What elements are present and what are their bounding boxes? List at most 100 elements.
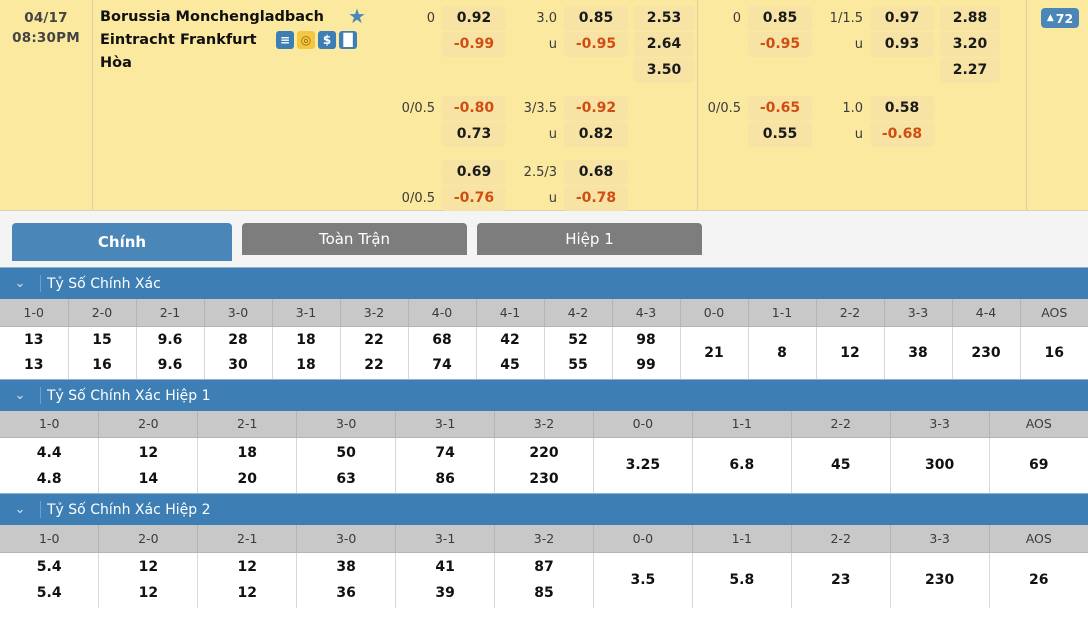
score-cell-single[interactable]: 230	[890, 552, 990, 608]
score-cell-single[interactable]: 69	[989, 437, 1088, 493]
odds-value-top: 220	[529, 444, 559, 461]
score-cell-dual[interactable]: 28 30	[204, 326, 273, 379]
section-title: Tỷ Số Chính Xác	[40, 275, 161, 292]
odds-rowset: 0.69 2.5/3 0.68 0/0.5 -0.76 u -0.78	[394, 160, 694, 211]
moneyline-odds-cell[interactable]: 2.88	[940, 6, 1000, 31]
moneyline-odds-cell[interactable]: 3.50	[634, 58, 694, 83]
handicap-odds-cell[interactable]: -0.95	[748, 32, 812, 57]
score-cell-dual[interactable]: 98 99	[612, 326, 681, 379]
overunder-odds-cell[interactable]: 0.68	[564, 160, 628, 185]
overunder-odds-cell[interactable]: 0.82	[564, 122, 628, 147]
count-badge[interactable]: ▲ 72	[1041, 8, 1079, 28]
tab-1[interactable]: Chính	[12, 223, 232, 261]
score-cell-single[interactable]: 300	[890, 437, 990, 493]
score-cell-dual[interactable]: 220 230	[494, 437, 594, 493]
score-cell-single[interactable]: 5.8	[692, 552, 792, 608]
score-cell-single[interactable]: 230	[952, 326, 1021, 379]
score-cell-dual[interactable]: 18 20	[197, 437, 298, 493]
star-icon[interactable]: ★	[348, 4, 366, 28]
coin-icon[interactable]: ◎	[297, 31, 315, 49]
score-cell-dual[interactable]: 9.6 9.6	[136, 326, 205, 379]
score-cell-single[interactable]: 12	[816, 326, 885, 379]
score-cell-single[interactable]: 8	[748, 326, 817, 379]
odds-value-bottom: 20	[237, 470, 257, 487]
score-cell-dual[interactable]: 15 16	[68, 326, 137, 379]
score-cell-dual[interactable]: 52 55	[544, 326, 613, 379]
score-cell-single[interactable]: 21	[680, 326, 749, 379]
away-team-row[interactable]: Eintracht Frankfurt ≡ ◎ $ █	[100, 29, 390, 52]
dollar-icon[interactable]: $	[318, 31, 336, 49]
home-team-row[interactable]: Borussia Monchengladbach ★	[100, 4, 390, 29]
score-cell-dual[interactable]: 13 13	[0, 326, 69, 379]
bar-chart-icon[interactable]: █	[339, 31, 357, 49]
column-header: 2-1	[136, 299, 205, 327]
overunder-odds-cell[interactable]: 0.58	[870, 96, 934, 121]
score-cell-dual[interactable]: 87 85	[494, 552, 594, 608]
score-cell-dual[interactable]: 68 74	[408, 326, 477, 379]
overunder-label: u	[548, 191, 557, 206]
overunder-odds-cell[interactable]: 0.97	[870, 6, 934, 31]
score-cell-single[interactable]: 45	[791, 437, 891, 493]
table-header-row: 1-0 2-0 2-1 3-0 3-1 3-2 0-0 1-1 2-2 3-3 AOS	[0, 525, 1088, 553]
score-cell-dual[interactable]: 4.4 4.8	[0, 437, 100, 493]
section-header[interactable]: ⌄ Tỷ Số Chính Xác Hiệp 2	[0, 493, 1088, 525]
handicap-label: 0/0.5	[401, 101, 435, 116]
overunder-odds-cell[interactable]: 0.93	[870, 32, 934, 57]
moneyline-odds-cell[interactable]: 3.20	[940, 32, 1000, 57]
score-cell-dual[interactable]: 12 14	[98, 437, 199, 493]
score-cell-dual[interactable]: 38 36	[296, 552, 397, 608]
table-row: 13 13 15 16 9.6 9.6 28 30 18 18 22 22 68 74 42 45 52 55 98…	[0, 326, 1088, 379]
overunder-odds-cell[interactable]: 0.85	[564, 6, 628, 31]
odds-value-bottom: 86	[435, 470, 455, 487]
chevron-down-icon[interactable]: ⌄	[14, 276, 26, 291]
handicap-odds-cell[interactable]: -0.99	[442, 32, 506, 57]
layers-icon[interactable]: ≡	[276, 31, 294, 49]
tab-2[interactable]: Toàn Trận	[242, 223, 467, 255]
score-cell-dual[interactable]: 5.4 5.4	[0, 552, 100, 608]
odds-value-bottom: 36	[336, 585, 356, 601]
overunder-odds-cell[interactable]: -0.92	[564, 96, 628, 121]
handicap-odds-cell[interactable]: -0.65	[748, 96, 812, 121]
chevron-down-icon[interactable]: ⌄	[14, 502, 26, 517]
handicap-odds-cell[interactable]: 0.69	[442, 160, 506, 185]
score-cell-single[interactable]: 3.5	[593, 552, 693, 608]
overunder-odds-cell[interactable]: -0.95	[564, 32, 628, 57]
score-cell-single[interactable]: 23	[791, 552, 891, 608]
column-header: 3-1	[395, 410, 496, 438]
score-cell-dual[interactable]: 12 12	[197, 552, 298, 608]
handicap-odds-cell[interactable]: -0.80	[442, 96, 506, 121]
score-cell-dual[interactable]: 42 45	[476, 326, 545, 379]
moneyline-odds-cell[interactable]: 2.64	[634, 32, 694, 57]
handicap-odds-cell[interactable]: 0.92	[442, 6, 506, 31]
column-header: 3-0	[204, 299, 273, 327]
odds-value-top: 50	[336, 444, 356, 461]
column-header: 4-0	[408, 299, 477, 327]
handicap-odds-cell[interactable]: 0.73	[442, 122, 506, 147]
score-cell-dual[interactable]: 74 86	[395, 437, 496, 493]
score-cell-single[interactable]: 6.8	[692, 437, 792, 493]
section-header[interactable]: ⌄ Tỷ Số Chính Xác Hiệp 1	[0, 378, 1088, 411]
odds-line: 2.27	[700, 58, 1024, 83]
panel-divider-2	[697, 0, 698, 210]
score-cell-dual[interactable]: 22 22	[340, 326, 409, 379]
chevron-down-icon[interactable]: ⌄	[14, 387, 26, 403]
score-cell-dual[interactable]: 50 63	[296, 437, 397, 493]
score-cell-single[interactable]: 26	[989, 552, 1088, 608]
score-cell-single[interactable]: 16	[1020, 326, 1088, 379]
moneyline-odds-cell	[940, 122, 1000, 147]
score-cell-dual[interactable]: 18 18	[272, 326, 341, 379]
moneyline-odds-cell[interactable]: 2.53	[634, 6, 694, 31]
overunder-odds-cell[interactable]: -0.78	[564, 186, 628, 211]
tab-3[interactable]: Hiệp 1	[477, 223, 702, 255]
moneyline-odds-cell[interactable]: 2.27	[940, 58, 1000, 83]
score-cell-dual[interactable]: 41 39	[395, 552, 496, 608]
handicap-odds-cell[interactable]: -0.76	[442, 186, 506, 211]
overunder-odds-cell[interactable]: -0.68	[870, 122, 934, 147]
table-row: 5.4 5.4 12 12 12 12 38 36 41 39 87 85 3.5 5.8 23 230 26	[0, 552, 1088, 608]
score-cell-single[interactable]: 3.25	[593, 437, 693, 493]
section-header[interactable]: ⌄ Tỷ Số Chính Xác	[0, 267, 1088, 299]
score-cell-dual[interactable]: 12 12	[98, 552, 199, 608]
score-cell-single[interactable]: 38	[884, 326, 953, 379]
handicap-odds-cell[interactable]: 0.85	[748, 6, 812, 31]
handicap-odds-cell[interactable]: 0.55	[748, 122, 812, 147]
